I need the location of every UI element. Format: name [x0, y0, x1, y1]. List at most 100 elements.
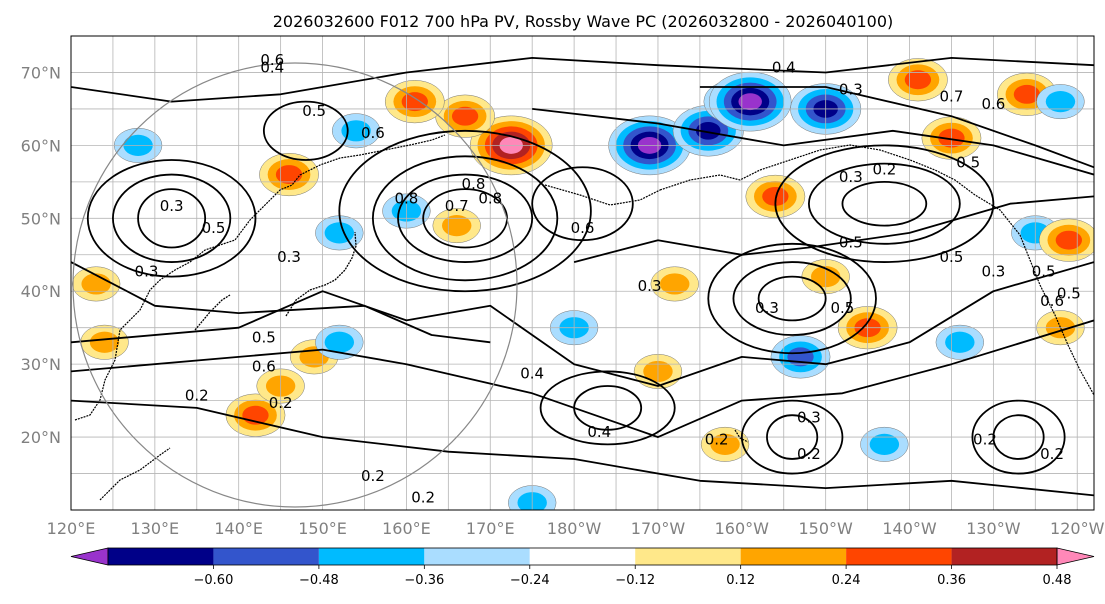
- contour-label: 0.8: [394, 190, 418, 208]
- lon-tick-label: 170°W: [631, 519, 686, 538]
- contour-label: 0.7: [445, 197, 469, 215]
- pv-contour-line: [757, 275, 827, 322]
- contour-label: 0.2: [1040, 445, 1064, 463]
- colorbar-tick-label: −0.60: [194, 573, 234, 588]
- contour-label: 0.2: [269, 394, 293, 412]
- pv-contour-line: [732, 261, 852, 336]
- colorbar-tick-label: 0.48: [1043, 573, 1072, 588]
- contour-label: 0.5: [831, 299, 855, 317]
- philippines-coastline: [99, 447, 171, 501]
- pv-contour-line: [740, 399, 844, 475]
- contour-label: 0.6: [260, 51, 284, 69]
- pv-contour-line: [808, 162, 961, 245]
- lat-tick-label: 50°N: [21, 209, 61, 228]
- lon-tick-label: 140°E: [214, 519, 263, 538]
- aleutian-coastline: [544, 184, 661, 206]
- colorbar-tick-label: 0.36: [937, 573, 966, 588]
- colorbar-segment: [635, 548, 741, 565]
- colorbar-tick-label: −0.24: [510, 573, 550, 588]
- pv-contour-line: [338, 129, 592, 293]
- pv-anomaly-shade: [401, 92, 428, 112]
- pv-contour-line: [112, 173, 232, 263]
- pv-contour-line: [86, 159, 257, 278]
- contour-label: 0.5: [1057, 285, 1081, 303]
- pv-contour-line: [71, 261, 491, 344]
- contour-label: 0.3: [638, 277, 662, 295]
- lat-tick-label: 30°N: [21, 355, 61, 374]
- contour-label: 0.2: [361, 467, 385, 485]
- contour-label: 0.6: [252, 357, 276, 375]
- colorbar-segment: [213, 548, 319, 565]
- contour-label: 0.4: [772, 58, 796, 76]
- pv-contour-line: [532, 108, 1094, 176]
- lat-tick-label: 20°N: [21, 428, 61, 447]
- contour-label: 0.3: [755, 299, 779, 317]
- colorbar-tick-label: −0.36: [404, 573, 444, 588]
- pv-contour-line: [371, 155, 559, 282]
- pv-contour-line: [531, 166, 634, 242]
- longitude-tick-labels: 120°E 130°E 140°E 150°E 160°E 170°E 180°W 170°W…: [47, 519, 1105, 538]
- lon-tick-label: 120°W: [1050, 519, 1105, 538]
- lon-tick-label: 130°W: [966, 519, 1021, 538]
- contour-label: 0.4: [587, 423, 611, 441]
- pv-anomaly-shade: [324, 222, 355, 244]
- contour-label: 0.4: [260, 58, 284, 76]
- contour-label: 0.6: [981, 95, 1005, 113]
- contour-label: 0.3: [160, 197, 184, 215]
- lon-tick-label: 130°E: [131, 519, 180, 538]
- contour-label: 0.6: [1040, 292, 1064, 310]
- pv-anomaly-shade: [710, 433, 740, 455]
- pv-anomaly-shade: [1045, 91, 1076, 113]
- pv-anomaly-shade: [1013, 84, 1041, 104]
- contour-label: 0.6: [571, 219, 595, 237]
- pv-anomaly-shade: [1055, 230, 1082, 250]
- contour-label: 0.3: [277, 248, 301, 266]
- colorbar-tick-label: −0.12: [615, 573, 655, 588]
- lon-tick-label: 150°W: [798, 519, 853, 538]
- pv-anomaly-shade: [904, 70, 932, 90]
- pv-anomaly-shade: [660, 273, 690, 295]
- lat-tick-label: 40°N: [21, 282, 61, 301]
- lat-tick-label: 60°N: [21, 136, 61, 155]
- pv-contour-line: [71, 261, 1094, 387]
- contour-label: 0.2: [705, 430, 729, 448]
- lon-tick-label: 150°E: [298, 519, 347, 538]
- pv-anomaly-shade: [738, 93, 762, 111]
- pv-contour-line: [573, 195, 1094, 263]
- pv-contour-line: [699, 86, 1094, 169]
- lon-tick-label: 170°E: [466, 519, 515, 538]
- lon-tick-label: 120°E: [47, 519, 96, 538]
- map-frame: [70, 35, 1095, 511]
- hawaii-coastline: [734, 429, 749, 443]
- contour-label: 0.2: [185, 387, 209, 405]
- contour-label: 0.3: [797, 408, 821, 426]
- lon-tick-label: 140°W: [882, 519, 937, 538]
- colorbar-tick-label: 0.12: [726, 573, 755, 588]
- coastlines: [74, 134, 1094, 501]
- pv-anomaly-shade: [324, 331, 355, 353]
- contour-label: 0.2: [973, 430, 997, 448]
- contour-label: 0.2: [411, 489, 435, 507]
- contour-label: 0.3: [981, 263, 1005, 281]
- contour-label: 0.8: [478, 190, 502, 208]
- contour-label: 0.8: [462, 175, 486, 193]
- contour-label: 0.2: [872, 161, 896, 179]
- latitude-tick-labels: 70°N 60°N 50°N 40°N 30°N 20°N: [21, 63, 61, 447]
- pv-anomaly-shade: [869, 433, 900, 455]
- contour-label: 0.5: [252, 328, 276, 346]
- lon-tick-label: 160°W: [715, 519, 770, 538]
- pv-contours: [71, 57, 1094, 497]
- pv-contour-line: [71, 399, 1094, 497]
- lon-tick-label: 160°E: [382, 519, 431, 538]
- contour-label-layer: 0.40.60.50.60.80.80.80.70.60.30.50.30.30…: [135, 51, 1081, 507]
- pv-contour-line: [397, 173, 534, 263]
- contour-label: 0.3: [839, 80, 863, 98]
- contour-label: 0.3: [135, 263, 159, 281]
- contour-label: 0.6: [361, 124, 385, 142]
- reference-circle: [72, 62, 518, 508]
- pv-anomaly-shade: [89, 331, 120, 353]
- colorbar-segment: [424, 548, 530, 565]
- pv-anomaly-shade: [341, 120, 371, 142]
- pv-contour-line: [539, 370, 676, 446]
